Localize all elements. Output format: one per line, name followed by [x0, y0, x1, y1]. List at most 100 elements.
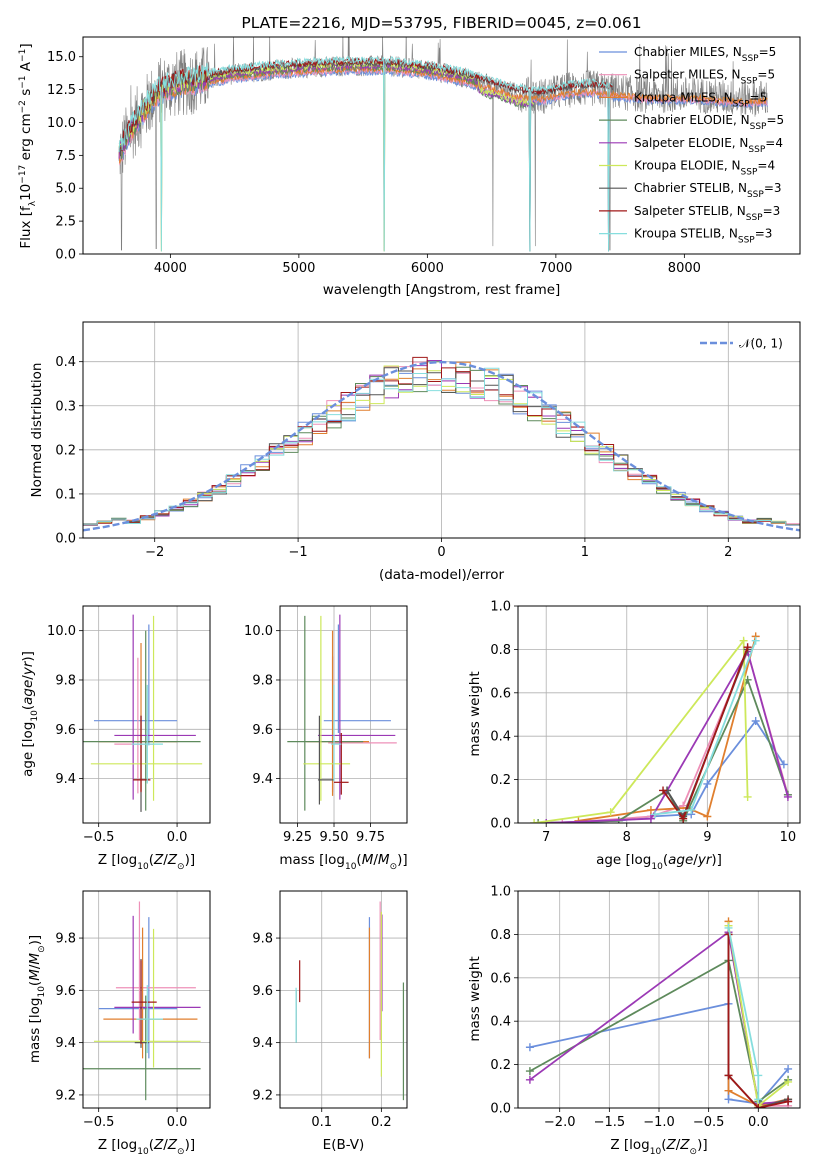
weight-marker-salpeter_stelib [743, 643, 752, 652]
weight-marker-salpeter_stelib [659, 786, 668, 795]
y-tick-label: 0.4 [55, 355, 76, 370]
age-vs-metallicity-panel: −0.5 0.0 9.4 9.6 9.8 10.0 Z [log10(Z/Z⊙)] age… [20, 605, 211, 872]
weight-marker-kroupa_elodie [739, 636, 748, 645]
weight-line-chabrier_elodie [529, 959, 789, 1104]
model-spectrum-kroupa_miles [118, 64, 768, 252]
spectrum-legend: Chabrier MILES, NSSP=5 Salpeter MILES, NS… [599, 45, 784, 246]
x-tick-label: 9.50 [320, 830, 349, 845]
legend-label: Salpeter STELIB, NSSP=3 [634, 204, 780, 223]
weight-marker-kroupa_elodie [530, 819, 539, 823]
y-tick-label: 0.4 [490, 1015, 511, 1030]
y-tick-label: 0.3 [55, 399, 76, 414]
x-tick-label: −0.5 [693, 1115, 725, 1130]
y-tick-label: 0.0 [490, 1102, 511, 1117]
weight-vs-z-ylabel: mass weight [467, 956, 483, 1041]
y-tick-label: 9.2 [252, 1088, 273, 1103]
weight-vs-z-xlabel: Z [log10(Z/Z⊙)] [610, 1137, 707, 1157]
residuals-xlabel: (data-model)/error [379, 567, 505, 583]
y-tick-label: 9.6 [252, 723, 273, 738]
weight-marker-kroupa_elodie [606, 808, 615, 817]
weight-marker-kroupa_stelib [754, 1095, 763, 1104]
y-tick-label: 0.8 [490, 928, 511, 943]
weight-marker-chabrier_elodie [525, 1067, 534, 1076]
weight-marker-salpeter_elodie [525, 1075, 534, 1084]
spectrum-xlabel: wavelength [Angstrom, rest frame] [323, 282, 561, 298]
weight-marker-chabrier_miles [724, 1095, 733, 1104]
y-tick-label: 9.6 [252, 984, 273, 999]
weight-marker-salpeter_elodie [783, 792, 792, 801]
y-tick-label: 9.2 [55, 1088, 76, 1103]
weight-marker-kroupa_miles [703, 812, 712, 821]
mass-vs-z-xlabel: Z [log10(Z/Z⊙)] [98, 1137, 195, 1157]
weight-vs-age-xlabel: age [log10(age/yr)] [596, 852, 722, 872]
x-tick-label: 7000 [539, 261, 572, 276]
weight-marker-chabrier_miles [784, 1064, 793, 1073]
x-tick-label: −1 [289, 545, 308, 560]
y-tick-label: 7.5 [55, 149, 76, 164]
weight-marker-kroupa_elodie [784, 1077, 793, 1086]
weight-marker-salpeter_elodie [542, 819, 551, 823]
model-spectrum-kroupa_elodie [118, 60, 535, 252]
weight-marker-chabrier_miles [525, 1043, 534, 1052]
weight-vs-age-panel: 7 8 9 10 0.0 0.2 0.4 0.6 0.8 1.0 age [log10(age/y… [467, 600, 801, 872]
residuals-ylabel: Normed distribution [29, 363, 45, 498]
weight-marker-kroupa_stelib [724, 923, 733, 932]
legend-label: Kroupa ELODIE, NSSP=4 [634, 159, 775, 178]
x-tick-label: 4000 [154, 261, 187, 276]
x-tick-label: −1.0 [643, 1115, 675, 1130]
model-spectrum-salpeter_miles [118, 65, 768, 166]
x-tick-label: −0.5 [83, 830, 115, 845]
x-tick-label: 8 [623, 830, 631, 845]
mass-vs-ebv-panel: 0.1 0.2 9.2 9.4 9.6 9.8 E(B-V) [252, 890, 408, 1153]
mass-vs-metallicity-panel: −0.5 0.0 9.2 9.4 9.6 9.8 Z [log10(Z/Z⊙)] mass… [27, 890, 211, 1157]
weight-marker-kroupa_stelib [650, 810, 659, 819]
y-tick-label: 12.5 [47, 83, 76, 98]
weight-marker-salpeter_stelib [784, 1097, 793, 1106]
legend-label: Kroupa MILES, NSSP=5 [634, 90, 767, 109]
model-spectrum-kroupa_stelib [118, 55, 613, 252]
x-tick-label: 7 [542, 830, 550, 845]
y-tick-label: 9.8 [55, 673, 76, 688]
x-tick-label: 8000 [668, 261, 701, 276]
x-tick-label: 10 [780, 830, 797, 845]
weight-marker-kroupa_miles [724, 1086, 733, 1095]
x-tick-label: 0.1 [311, 1115, 332, 1130]
y-tick-label: 0.4 [490, 730, 511, 745]
y-tick-label: 0.0 [55, 532, 76, 547]
legend-label: Chabrier MILES, NSSP=5 [634, 45, 776, 64]
y-tick-label: 10.0 [244, 624, 273, 639]
spectrum-panel: 4000 5000 6000 7000 8000 0.0 2.5 5.0 7.5 10.0 12.5… [18, 14, 801, 298]
weight-marker-salpeter_stelib [679, 814, 688, 823]
weight-marker-salpeter_elodie [646, 814, 655, 823]
x-tick-label: 1 [581, 545, 589, 560]
weight-line-salpeter_elodie [546, 649, 789, 823]
x-tick-label: −1.5 [594, 1115, 626, 1130]
weight-marker-chabrier_miles [751, 717, 760, 726]
weight-marker-kroupa_stelib [687, 805, 696, 814]
weight-marker-kroupa_elodie [743, 792, 752, 801]
y-tick-label: 0.0 [490, 817, 511, 832]
y-tick-label: 9.8 [55, 932, 76, 947]
y-tick-label: 9.8 [252, 673, 273, 688]
weight-marker-kroupa_stelib [754, 1071, 763, 1080]
x-tick-label: 6000 [411, 261, 444, 276]
x-tick-label: −0.5 [83, 1115, 115, 1130]
gaussian-legend-label: 𝒩(0, 1) [739, 337, 783, 351]
weight-marker-chabrier_miles [779, 760, 788, 769]
legend-label: Salpeter MILES, NSSP=5 [634, 68, 775, 87]
x-tick-label: 0.0 [748, 1115, 769, 1130]
gaussian-curve [83, 360, 800, 532]
x-tick-label: 0 [437, 545, 445, 560]
mass-vs-ebv-xlabel: E(B-V) [323, 1137, 365, 1153]
y-tick-label: 9.4 [55, 772, 76, 787]
weight-line-salpeter_stelib [727, 934, 789, 1108]
residual-histogram-kroupa_stelib [83, 367, 800, 527]
x-tick-label: 9.25 [283, 830, 312, 845]
x-tick-label: −2.0 [544, 1115, 576, 1130]
mass-vs-z-ylabel: mass [log10(M/M⊙)] [27, 935, 47, 1063]
y-tick-label: 9.6 [55, 723, 76, 738]
weight-marker-kroupa_stelib [751, 636, 760, 645]
y-tick-label: 9.4 [252, 1036, 273, 1051]
y-tick-label: 0.6 [490, 971, 511, 986]
